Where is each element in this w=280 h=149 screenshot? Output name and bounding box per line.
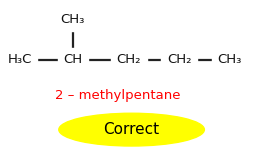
Text: CH₃: CH₃: [60, 13, 85, 26]
Text: CH₂: CH₂: [116, 53, 141, 66]
Text: CH₃: CH₃: [217, 53, 242, 66]
Text: H₃C: H₃C: [7, 53, 32, 66]
Text: CH: CH: [63, 53, 82, 66]
Text: CH₂: CH₂: [167, 53, 192, 66]
Text: Correct: Correct: [104, 122, 160, 137]
Ellipse shape: [59, 113, 204, 146]
Text: 2 – methylpentane: 2 – methylpentane: [55, 89, 180, 102]
